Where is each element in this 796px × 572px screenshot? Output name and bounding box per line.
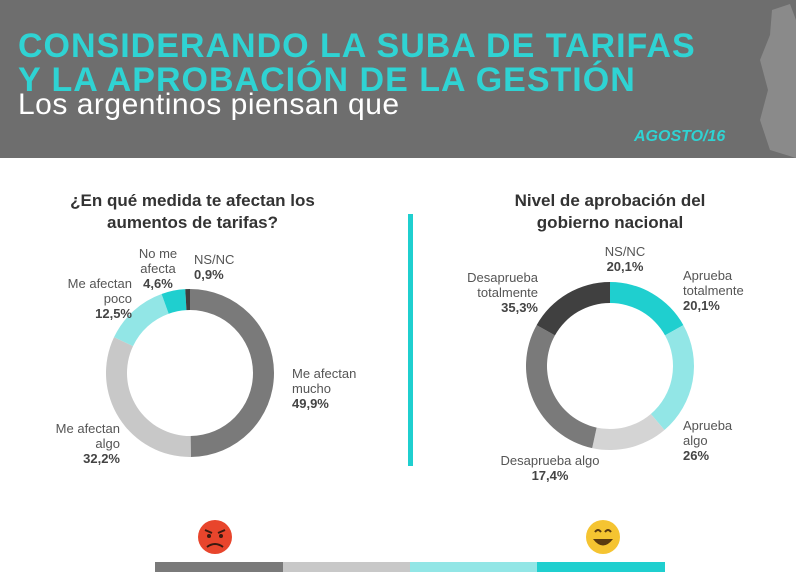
segment-label: Me afectan mucho 49,9% [292,366,382,411]
date: AGOSTO/16 [634,128,726,145]
happy-emoji [586,520,620,554]
chart-title: Nivel de aprobación del gobierno naciona… [514,191,706,232]
donut-segment [105,337,191,457]
scale-bar [537,562,665,572]
value-label: 4,6% [143,276,173,291]
angry-emoji [198,520,232,554]
segment-label: Desaprueba algo 17,4% [500,453,600,483]
donut-segment [592,413,665,451]
segment-label: No me afecta 4,6% [122,246,194,291]
donut-segment [536,282,610,336]
donut-segment [650,325,694,430]
value-label: 49,9% [292,396,329,411]
segment-label: Me afectan poco 12,5% [40,276,132,321]
segment-label: NS/NC 0,9% [194,252,254,282]
value-label: 17,4% [531,468,569,483]
scale-bar [410,562,537,572]
category-name: Desaprueba totalmente [467,270,538,300]
segment-label: Aprueba algo 26% [683,418,753,463]
category-name: NS/NC [604,244,646,259]
value-label: 12,5% [95,306,132,321]
scale-bar [155,562,283,572]
donut-segment [114,293,169,347]
scale-bar [283,562,410,572]
value-label: 26% [683,448,710,463]
subtitle: Los argentinos piensan que [18,88,400,121]
map-silhouette [760,4,796,158]
donut-segment [185,289,190,311]
title-line: Y LA APROBACIÓN DE LA GESTIÓN [18,61,636,99]
category-name: Aprueba algo [683,418,733,448]
donut-segment [526,325,597,449]
value-label: 0,9% [194,267,224,282]
value-label: 20,1% [683,298,720,313]
category-name: Aprueba totalmente [683,268,744,298]
category-name: Desaprueba algo [500,453,600,468]
value-label: 20,1% [606,259,644,274]
category-name: No me afecta [138,246,178,276]
category-name: Me afectan poco [67,276,132,306]
category-name: Me afectan algo [55,421,120,451]
divider [408,214,413,466]
donut-segment [161,289,187,314]
value-label: 35,3% [501,300,538,315]
header: CONSIDERANDO LA SUBA DE TARIFAS Y LA APR… [0,0,796,158]
segment-label: Desaprueba totalmente 35,3% [440,270,538,315]
category-name: Me afectan mucho [292,366,357,396]
value-label: 32,2% [83,451,120,466]
category-name: NS/NC [194,252,235,267]
title-line: CONSIDERANDO LA SUBA DE TARIFAS [18,27,696,65]
segment-label: Aprueba totalmente 20,1% [683,268,773,313]
donut-segment [190,289,275,457]
donut-segment [610,282,684,336]
segment-label: Me afectan algo 32,2% [30,421,120,466]
chart-title: ¿En qué medida te afectan los aumentos d… [70,191,315,232]
segment-label: NS/NC 20,1% [590,244,660,274]
